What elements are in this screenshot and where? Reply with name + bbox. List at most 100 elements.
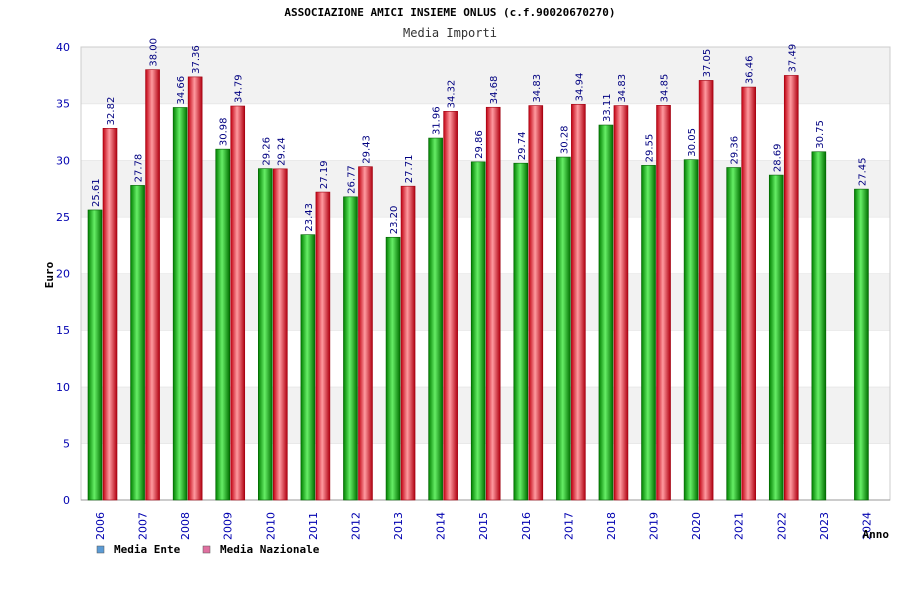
- legend-swatch-media-ente: [96, 545, 105, 554]
- data-label-media-nazionale-2020: 37.05: [702, 49, 713, 78]
- bar-media-nazionale-2017: [571, 104, 586, 501]
- x-tick-label-2016: 2016: [520, 512, 533, 540]
- data-label-media-ente-2024: 27.45: [857, 157, 868, 186]
- data-label-media-ente-2007: 27.78: [134, 154, 145, 183]
- x-tick-label-2013: 2013: [392, 512, 405, 540]
- y-tick-label: 10: [56, 381, 70, 394]
- x-tick-label-2021: 2021: [733, 512, 746, 540]
- data-label-media-ente-2015: 29.86: [474, 130, 485, 159]
- bar-media-nazionale-2016: [528, 105, 544, 501]
- data-label-media-ente-2013: 23.20: [389, 206, 400, 235]
- x-tick-label-2012: 2012: [349, 512, 362, 540]
- data-label-media-nazionale-2016: 34.83: [532, 74, 543, 103]
- data-label-media-ente-2014: 31.96: [432, 106, 443, 135]
- y-tick-label: 25: [56, 211, 70, 224]
- x-tick-label-2018: 2018: [605, 512, 618, 540]
- data-label-media-nazionale-2021: 36.46: [745, 55, 756, 84]
- x-tick-label-2024: 2024: [860, 512, 873, 540]
- bar-media-nazionale-2019: [656, 105, 671, 501]
- data-label-media-nazionale-2010: 29.24: [276, 137, 287, 166]
- data-label-media-ente-2016: 29.74: [517, 132, 528, 161]
- bar-media-ente-2017: [556, 156, 571, 501]
- data-label-media-nazionale-2019: 34.85: [660, 74, 671, 103]
- x-tick-label-2008: 2008: [179, 512, 192, 540]
- bar-media-nazionale-2020: [698, 80, 714, 501]
- bar-media-ente-2016: [513, 162, 529, 501]
- data-label-media-ente-2023: 30.75: [815, 120, 826, 149]
- bar-media-nazionale-2008: [187, 76, 203, 501]
- data-label-media-ente-2022: 28.69: [772, 143, 783, 172]
- x-tick-label-2006: 2006: [94, 512, 107, 540]
- bar-media-ente-2009: [215, 148, 231, 501]
- bar-media-ente-2008: [172, 107, 188, 501]
- data-label-media-ente-2018: 33.11: [602, 93, 613, 122]
- legend-swatch-media-nazionale: [202, 545, 211, 554]
- data-label-media-nazionale-2008: 37.36: [191, 45, 202, 74]
- x-tick-label-2009: 2009: [222, 512, 235, 540]
- bar-media-ente-2013: [385, 236, 401, 501]
- data-label-media-ente-2021: 29.36: [730, 136, 741, 165]
- x-axis-label: Anno: [863, 528, 890, 541]
- bar-media-nazionale-2010: [273, 168, 288, 501]
- data-label-media-ente-2017: 30.28: [559, 125, 570, 154]
- legend-label-media-nazionale: Media Nazionale: [220, 543, 320, 556]
- data-label-media-nazionale-2009: 34.79: [234, 74, 245, 103]
- y-tick-label: 30: [56, 154, 70, 167]
- data-label-media-nazionale-2007: 38.00: [149, 38, 160, 67]
- data-label-media-nazionale-2011: 27.19: [319, 160, 330, 189]
- data-label-media-nazionale-2006: 32.82: [106, 97, 117, 126]
- bar-media-ente-2012: [343, 196, 358, 501]
- bar-media-nazionale-2022: [783, 75, 799, 501]
- bar-media-nazionale-2021: [741, 86, 756, 501]
- data-label-media-nazionale-2014: 34.32: [447, 80, 458, 109]
- y-tick-label: 40: [56, 41, 70, 54]
- x-tick-label-2011: 2011: [307, 512, 320, 540]
- bar-media-ente-2020: [683, 159, 699, 501]
- chart-subtitle: Media Importi: [403, 26, 497, 40]
- bar-media-ente-2022: [768, 174, 784, 501]
- bar-media-nazionale-2014: [443, 111, 458, 501]
- bar-media-ente-2006: [87, 209, 103, 501]
- data-label-media-ente-2008: 34.66: [176, 76, 187, 105]
- x-tick-label-2020: 2020: [690, 512, 703, 540]
- data-label-media-ente-2009: 30.98: [219, 118, 230, 147]
- bar-media-nazionale-2018: [613, 105, 629, 501]
- data-label-media-nazionale-2012: 29.43: [361, 135, 372, 164]
- bar-media-ente-2011: [300, 234, 316, 501]
- bar-media-ente-2023: [811, 151, 827, 501]
- y-axis-label: Euro: [43, 261, 56, 288]
- x-tick-label-2019: 2019: [648, 512, 661, 540]
- x-tick-label-2015: 2015: [477, 512, 490, 540]
- x-tick-label-2022: 2022: [775, 512, 788, 540]
- data-label-media-nazionale-2015: 34.68: [489, 76, 500, 105]
- data-label-media-ente-2012: 26.77: [346, 165, 357, 194]
- bar-media-nazionale-2015: [485, 106, 501, 501]
- data-label-media-nazionale-2013: 27.71: [404, 155, 415, 184]
- x-tick-label-2007: 2007: [137, 512, 150, 540]
- bar-media-nazionale-2006: [102, 128, 118, 501]
- data-label-media-nazionale-2017: 34.94: [574, 73, 585, 102]
- bar-media-nazionale-2009: [230, 105, 246, 501]
- bar-media-nazionale-2007: [145, 69, 160, 501]
- data-label-media-nazionale-2018: 34.83: [617, 74, 628, 103]
- bar-media-ente-2010: [258, 168, 273, 501]
- bar-media-ente-2018: [598, 124, 614, 501]
- data-label-media-ente-2006: 25.61: [91, 178, 102, 207]
- legend: Media Ente Media Nazionale: [96, 543, 320, 556]
- chart-title: ASSOCIAZIONE AMICI INSIEME ONLUS (c.f.90…: [284, 6, 615, 19]
- y-tick-label: 15: [56, 324, 70, 337]
- bar-media-ente-2007: [130, 185, 145, 501]
- y-tick-label: 5: [63, 437, 70, 450]
- bar-media-nazionale-2012: [358, 166, 373, 501]
- x-tick-label-2014: 2014: [435, 512, 448, 540]
- data-label-media-ente-2019: 29.55: [645, 134, 656, 163]
- x-tick-label-2010: 2010: [264, 512, 277, 540]
- bar-media-ente-2015: [470, 161, 486, 501]
- data-label-media-ente-2010: 29.26: [261, 137, 272, 166]
- data-label-media-ente-2011: 23.43: [304, 203, 315, 232]
- bar-media-nazionale-2013: [400, 185, 416, 501]
- bar-media-ente-2024: [854, 188, 869, 501]
- x-tick-label-2017: 2017: [562, 512, 575, 540]
- bar-media-ente-2019: [641, 165, 656, 501]
